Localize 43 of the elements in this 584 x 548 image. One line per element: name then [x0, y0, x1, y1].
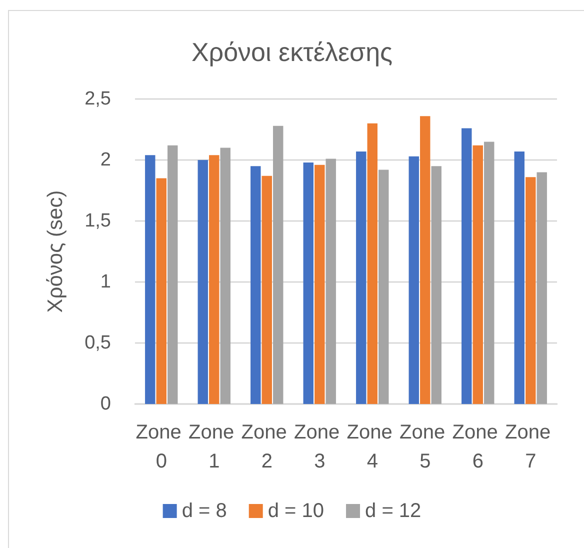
- x-tick-label: Zone 0: [136, 422, 187, 472]
- y-tick-label: 1,5: [84, 210, 111, 232]
- bar: [326, 158, 336, 404]
- legend-label: d = 8: [182, 500, 227, 522]
- bar: [378, 170, 389, 404]
- y-tick-label: 1: [100, 272, 111, 292]
- bar: [526, 177, 536, 404]
- bar: [462, 128, 472, 404]
- legend-label: d = 12: [365, 500, 422, 522]
- bar: [220, 148, 230, 404]
- x-tick-label: Zone 7: [505, 422, 556, 472]
- x-tick-label: Zone 1: [188, 422, 240, 472]
- chart-title: Χρόνοι εκτέλεσης: [191, 37, 393, 67]
- bar: [273, 126, 284, 404]
- bar: [431, 166, 442, 404]
- bar: [314, 164, 325, 404]
- bar: [408, 156, 419, 404]
- y-tick-label: 2,5: [84, 88, 111, 110]
- bar: [145, 155, 156, 404]
- bar: [209, 155, 220, 404]
- x-tick-label: Zone 4: [346, 422, 398, 472]
- legend-label: d = 10: [268, 500, 324, 522]
- bar: [250, 166, 261, 404]
- y-tick-label: 2: [100, 150, 111, 170]
- x-tick-label: Zone 3: [294, 422, 346, 472]
- bar: [484, 142, 494, 404]
- bar: [262, 176, 272, 404]
- x-tick-label: Zone 2: [241, 422, 292, 472]
- y-axis-title: Χρόνος (sec): [44, 190, 67, 313]
- y-tick-label: 0,5: [84, 332, 111, 354]
- bar: [356, 151, 366, 404]
- bar: [367, 123, 378, 404]
- bar: [536, 172, 547, 404]
- bar: [472, 145, 483, 404]
- bar: [420, 116, 430, 404]
- x-tick-label: Zone 6: [452, 422, 504, 472]
- bar: [303, 162, 314, 404]
- x-tick-label: Zone 5: [400, 422, 451, 472]
- bar: [156, 178, 166, 404]
- bar: [514, 151, 524, 404]
- y-tick-label: 0: [100, 394, 111, 414]
- bar: [198, 160, 208, 404]
- bar: [168, 145, 178, 404]
